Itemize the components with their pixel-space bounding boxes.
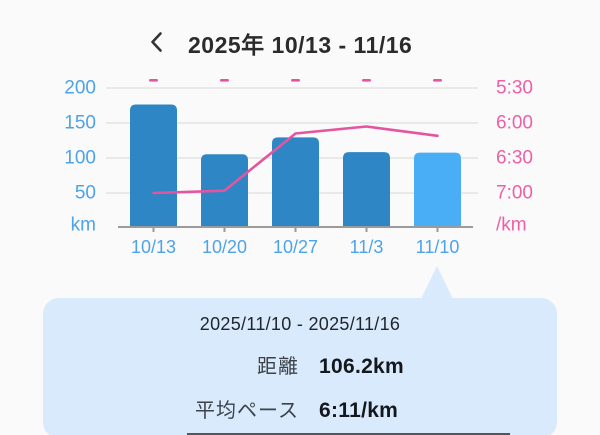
week-date-range: 2025/11/10 - 2025/11/16 bbox=[199, 314, 401, 334]
no-data-marker bbox=[291, 79, 300, 82]
bar-11/10[interactable] bbox=[414, 152, 461, 227]
weekly-chart: 200 150 100 50 km 5:30 6:00 6:30 7:00/km 10/13 10/… bbox=[0, 60, 600, 265]
axis-label: 11/3 bbox=[350, 237, 384, 257]
axis-label: km bbox=[71, 215, 96, 236]
no-data-marker bbox=[149, 79, 158, 82]
axis-label: 10/20 bbox=[202, 237, 247, 257]
bar-10/27[interactable] bbox=[272, 137, 319, 227]
week-summary-card: 2025/11/10 - 2025/11/16 距離 106.2km 平均ペース… bbox=[43, 298, 557, 435]
clipped-next-section-edge bbox=[187, 433, 510, 435]
bar-10/13[interactable] bbox=[130, 104, 177, 228]
axis-label: 6:30 bbox=[496, 148, 533, 169]
no-data-marker bbox=[362, 79, 371, 82]
avg-pace-label: 平均ペース bbox=[195, 400, 299, 422]
axis-label: 200 bbox=[64, 78, 96, 99]
axis-label: 10/27 bbox=[273, 237, 318, 257]
pace-line bbox=[152, 125, 439, 195]
axis-label: 150 bbox=[64, 113, 96, 134]
chevron-left-icon bbox=[150, 32, 162, 52]
axis-label: 11/10 bbox=[416, 237, 460, 257]
axis-label: /km bbox=[496, 215, 527, 236]
no-data-marker bbox=[220, 79, 229, 82]
back-button[interactable] bbox=[140, 26, 172, 58]
axis-label: 5:30 bbox=[496, 78, 533, 99]
weekly-chart-svg: 200 150 100 50 km 5:30 6:00 6:30 7:00/km 10/13 10/… bbox=[64, 78, 533, 258]
distance-value: 106.2km bbox=[319, 355, 405, 378]
avg-pace-row: 平均ペース 6:11/km bbox=[43, 394, 557, 423]
no-data-marker bbox=[433, 79, 442, 82]
distance-label: 距離 bbox=[257, 356, 299, 378]
axis-label: 100 bbox=[64, 148, 96, 169]
tooltip-pointer bbox=[421, 266, 453, 299]
axis-label: 7:00 bbox=[496, 183, 533, 204]
bar-11/3[interactable] bbox=[343, 152, 390, 227]
page-title: 2025年 10/13 - 11/16 bbox=[188, 32, 413, 58]
axis-label: 50 bbox=[75, 183, 96, 204]
axis-label: 6:00 bbox=[496, 113, 533, 134]
axis-label: 10/13 bbox=[131, 237, 176, 257]
avg-pace-value: 6:11/km bbox=[319, 399, 399, 422]
distance-row: 距離 106.2km bbox=[43, 350, 557, 379]
